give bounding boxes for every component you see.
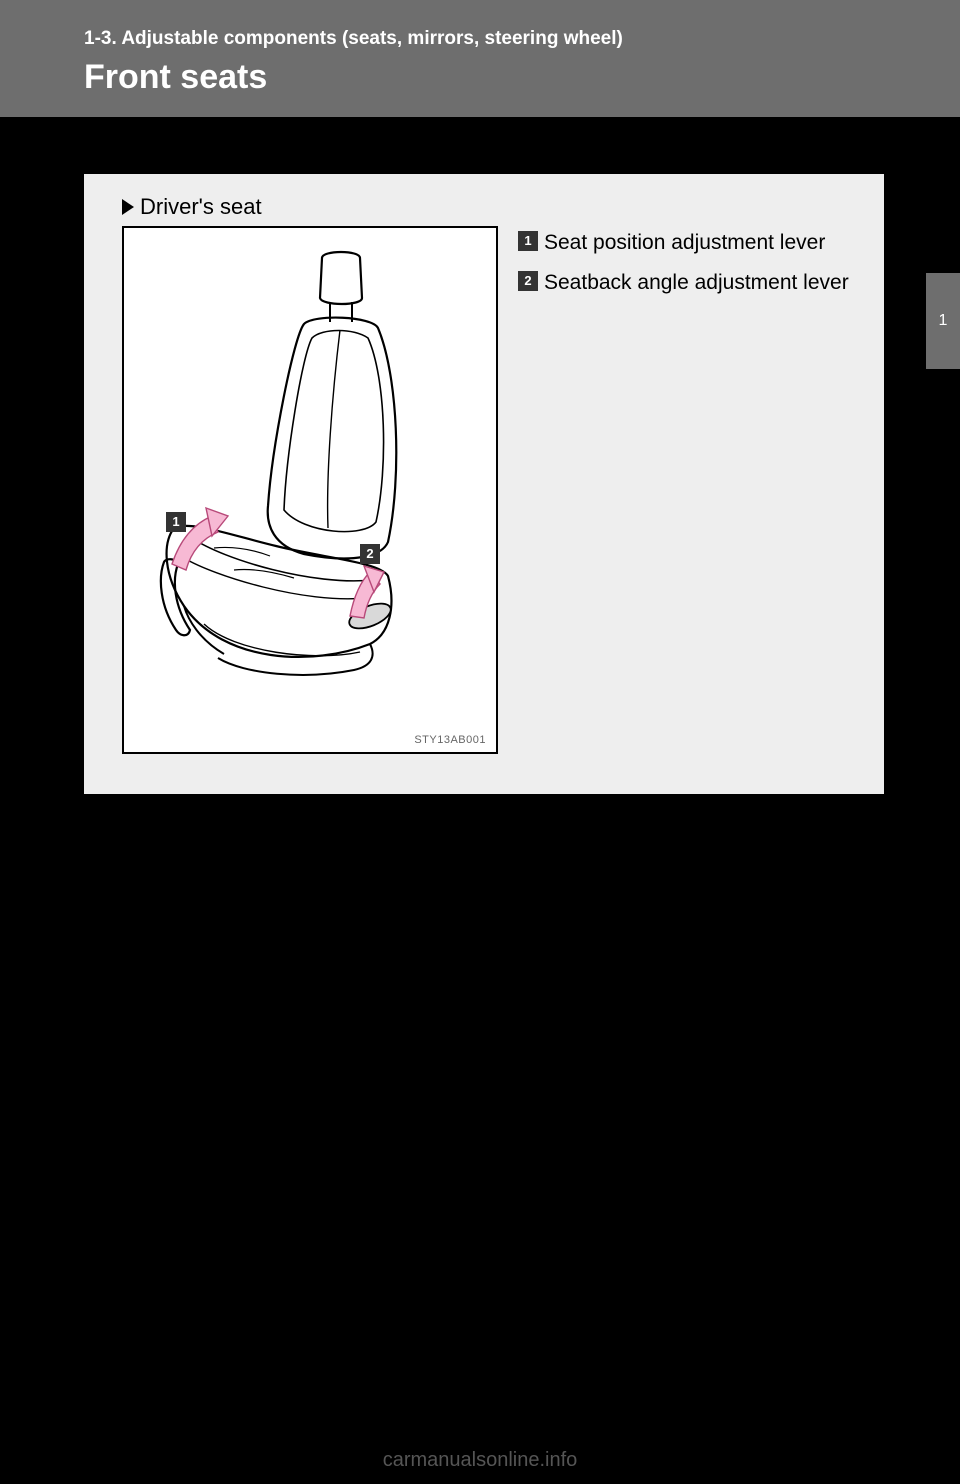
- side-tab-label: 1: [939, 312, 948, 330]
- section-label-row: Driver's seat: [122, 194, 856, 220]
- content-panel: Driver's seat: [84, 174, 884, 794]
- feature-list: 1 Seat position adjustment lever 2 Seatb…: [518, 226, 856, 754]
- triangle-marker-icon: [122, 199, 134, 215]
- side-tab: 1: [926, 273, 960, 369]
- seat-diagram: [154, 246, 466, 696]
- content-columns: 1 2 STY13AB001 1 Seat position adjustmen…: [112, 226, 856, 754]
- figure-callout-1: 1: [166, 512, 186, 532]
- figure-callout-2: 2: [360, 544, 380, 564]
- page-header: 1-3. Adjustable components (seats, mirro…: [0, 0, 960, 117]
- section-label: Driver's seat: [140, 194, 262, 220]
- feature-text-1: Seat position adjustment lever: [544, 228, 856, 258]
- page-title: Front seats: [84, 58, 920, 97]
- feature-number-1: 1: [518, 231, 538, 251]
- breadcrumb: 1-3. Adjustable components (seats, mirro…: [84, 28, 920, 50]
- feature-text-2: Seatback angle adjustment lever: [544, 268, 856, 298]
- figure-reference: STY13AB001: [414, 734, 486, 746]
- figure-container: 1 2 STY13AB001: [122, 226, 498, 754]
- feature-item: 1 Seat position adjustment lever: [518, 228, 856, 258]
- feature-item: 2 Seatback angle adjustment lever: [518, 268, 856, 298]
- feature-number-2: 2: [518, 271, 538, 291]
- watermark: carmanualsonline.info: [0, 1449, 960, 1472]
